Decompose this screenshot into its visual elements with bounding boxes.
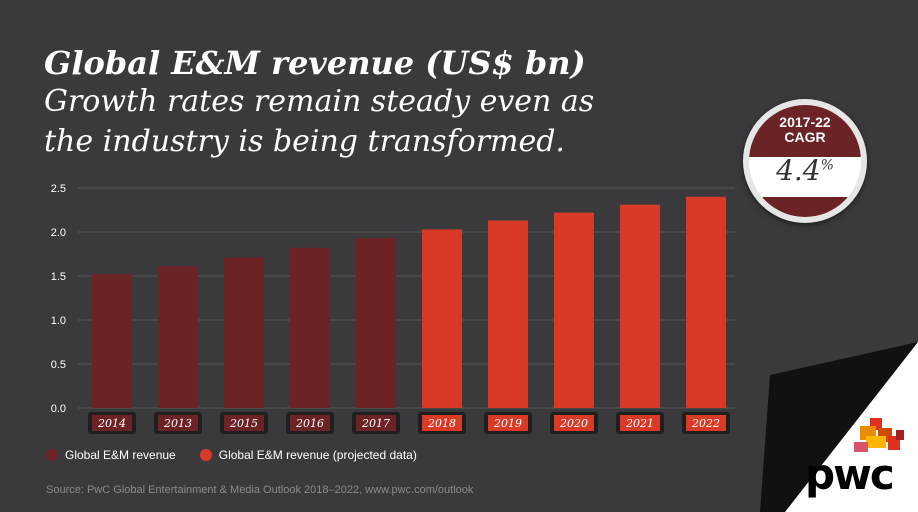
x-tick-label: 2020 (559, 417, 588, 430)
category-label-fill (422, 415, 462, 431)
title-block: Global E&M revenue (US$ bn) Growth rates… (44, 44, 594, 162)
chart-subtitle: Growth rates remain steady even as the i… (44, 84, 595, 159)
category-label-fill (356, 415, 396, 431)
y-tick-label: 2.0 (51, 227, 66, 239)
cagr-value: 4.4% (776, 154, 834, 187)
y-tick-label: 1.5 (51, 271, 66, 283)
chart-title: Global E&M revenue (US$ bn) (44, 44, 586, 82)
y-tick-label: 2.5 (51, 183, 66, 195)
bar-2018 (422, 229, 462, 408)
legend-item-projected: Global E&M revenue (projected data) (199, 448, 417, 462)
y-tick-label: 0.5 (51, 359, 66, 371)
category-label-fill (686, 415, 726, 431)
x-tick-label: 2021 (625, 417, 654, 430)
bar-2019 (488, 220, 528, 408)
category-label-fill (488, 415, 528, 431)
cagr-unit: % (820, 157, 834, 174)
bar-2014 (92, 274, 132, 408)
category-label-fill (554, 415, 594, 431)
cagr-label: CAGR (784, 129, 826, 145)
legend-swatch-actual (46, 449, 58, 461)
legend-label-actual: Global E&M revenue (65, 448, 176, 462)
pwc-logo-text: pwc (805, 450, 895, 499)
cagr-badge: 2017-22 CAGR 4.4% (743, 99, 867, 223)
category-label-fill (620, 415, 660, 431)
category-label-fill (158, 415, 198, 431)
x-tick-label: 2014 (97, 417, 126, 430)
bar-2017 (356, 238, 396, 408)
legend-swatch-projected (199, 449, 212, 461)
x-tick-label: 2022 (691, 417, 720, 430)
category-label-fill (92, 415, 132, 431)
y-tick-label: 1.0 (51, 315, 66, 327)
x-tick-label: 2016 (295, 417, 324, 430)
x-tick-label: 2019 (493, 417, 522, 430)
bar-2013 (158, 266, 198, 408)
bar-2021 (620, 204, 660, 408)
source-note: Source: PwC Global Entertainment & Media… (46, 484, 474, 496)
bar-2020 (554, 212, 594, 408)
bar-2015 (224, 257, 264, 408)
legend: Global E&M revenue Global E&M revenue (p… (46, 448, 441, 462)
bar-2022 (686, 196, 726, 408)
category-label-fill (224, 415, 264, 431)
bar-2016 (290, 247, 330, 408)
legend-item-actual: Global E&M revenue (46, 448, 176, 462)
category-label-fill (290, 415, 330, 431)
x-tick-label: 2018 (427, 417, 456, 430)
cagr-period: 2017-22 (779, 114, 831, 130)
x-tick-label: 2013 (163, 417, 192, 430)
x-tick-label: 2017 (361, 417, 390, 430)
corner-fold (785, 342, 918, 512)
y-tick-label: 0.0 (51, 403, 66, 415)
x-tick-label: 2015 (229, 417, 258, 430)
pwc-logo-mark (854, 418, 904, 452)
legend-label-projected: Global E&M revenue (projected data) (218, 448, 417, 462)
